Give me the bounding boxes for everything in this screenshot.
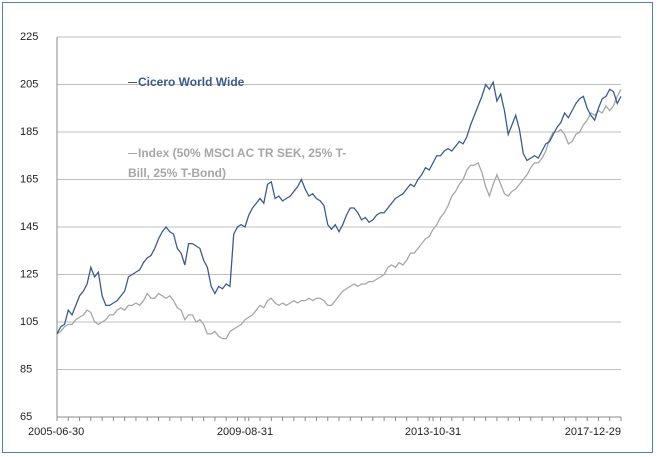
chart-frame xyxy=(2,2,653,453)
y-tick-label: 185 xyxy=(20,126,38,138)
y-tick-label: 165 xyxy=(20,173,38,185)
legend-entry: Index (50% MSCI AC TR SEK, 25% T-Bill, 2… xyxy=(128,143,368,183)
y-tick-label: 205 xyxy=(20,78,38,90)
y-tick-label: 85 xyxy=(20,363,32,375)
x-tick-label: 2009-08-31 xyxy=(217,426,273,438)
series-line xyxy=(56,80,622,335)
legend-label: Index (50% MSCI AC TR SEK, 25% T-Bill, 2… xyxy=(128,146,347,180)
y-tick-label: 105 xyxy=(20,316,38,328)
series-line xyxy=(56,88,622,340)
y-tick-label: 145 xyxy=(20,221,38,233)
legend-entry: Cicero World Wide xyxy=(128,72,244,92)
legend-swatch xyxy=(128,153,137,155)
y-tick-label: 65 xyxy=(20,411,32,423)
x-tick-label: 2017-12-29 xyxy=(565,426,621,438)
y-tick-label: 225 xyxy=(20,31,38,43)
legend-swatch xyxy=(128,82,137,84)
x-tick-label: 2013-10-31 xyxy=(405,426,461,438)
legend-label: Cicero World Wide xyxy=(138,75,245,89)
y-tick-label: 125 xyxy=(20,268,38,280)
x-tick-label: 2005-06-30 xyxy=(28,426,84,438)
